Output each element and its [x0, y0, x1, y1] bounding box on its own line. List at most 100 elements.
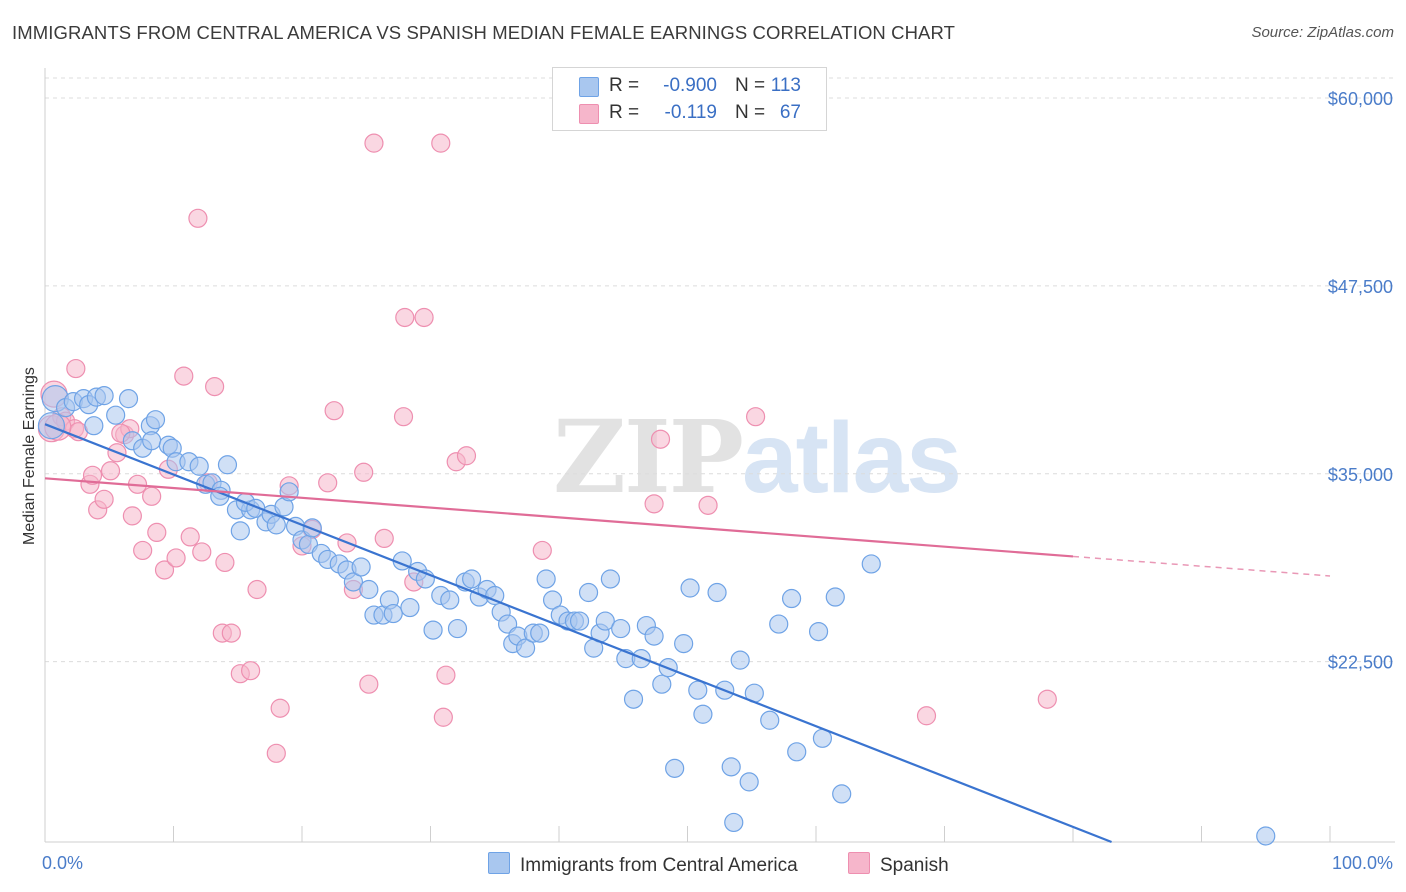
point-spanish: [247, 579, 267, 600]
point-central-america: [674, 634, 694, 654]
point-spanish: [188, 208, 208, 228]
point-central-america: [530, 623, 550, 643]
point-central-america: [611, 618, 631, 639]
point-spanish: [324, 401, 344, 421]
point-central-america: [578, 582, 599, 603]
legend-r-label: R =: [609, 102, 640, 123]
point-central-america: [730, 650, 750, 670]
y-tick-label: $60,000: [1328, 89, 1393, 109]
point-spanish: [122, 506, 142, 526]
point-spanish: [180, 527, 200, 547]
point-central-america: [542, 590, 563, 610]
point-central-america: [536, 569, 556, 589]
legend-swatch-spanish: [579, 104, 599, 124]
point-spanish: [644, 494, 664, 514]
tick-labels: $22,500 $35,000 $47,500 $60,000 0.0% 100.0%: [42, 89, 1393, 873]
point-central-america: [693, 704, 713, 724]
point-central-america: [142, 431, 162, 451]
point-central-america: [595, 611, 615, 631]
point-spanish: [364, 133, 384, 153]
point-spanish: [354, 462, 374, 482]
point-spanish: [1037, 689, 1057, 709]
bottom-legend-label: Spanish: [880, 855, 949, 876]
point-spanish: [456, 446, 477, 466]
trend-line-spanish-extension: [1072, 555, 1331, 577]
x-tick-label: 0.0%: [42, 853, 83, 873]
point-spanish: [166, 548, 186, 568]
point-spanish: [147, 522, 167, 543]
legend-n-label: N =: [735, 102, 766, 123]
point-spanish: [205, 377, 225, 397]
legend-n-value: 113: [770, 75, 801, 96]
point-spanish: [154, 560, 175, 580]
bottom-legend-spanish: Spanish: [848, 852, 949, 877]
bottom-legend-swatch-spanish: [848, 852, 870, 874]
point-central-america: [217, 455, 238, 475]
point-central-america: [84, 416, 104, 436]
point-central-america: [351, 557, 371, 577]
point-spanish: [270, 698, 290, 718]
point-spanish: [374, 528, 394, 549]
legend-r-label: R =: [609, 75, 640, 96]
chart-title: IMMIGRANTS FROM CENTRAL AMERICA VS SPANI…: [12, 22, 956, 43]
point-central-america: [721, 757, 741, 777]
point-central-america: [383, 603, 403, 624]
data-points: [37, 98, 1276, 846]
grid-lines: [45, 77, 1395, 663]
point-central-america: [644, 626, 664, 646]
point-central-america: [665, 758, 685, 778]
point-spanish: [241, 661, 261, 681]
point-central-america: [440, 590, 460, 610]
point-central-america: [623, 689, 644, 709]
point-central-america: [688, 680, 708, 700]
point-spanish: [650, 429, 671, 449]
bottom-legend-label: Immigrants from Central America: [520, 855, 798, 876]
point-central-america: [769, 614, 789, 634]
point-spanish: [414, 307, 434, 328]
y-tick-label: $35,000: [1328, 465, 1393, 485]
legend-r-value: -0.900: [663, 75, 717, 96]
point-central-america: [423, 620, 443, 640]
point-central-america: [106, 405, 126, 425]
point-spanish: [66, 358, 86, 379]
trend-lines: [44, 423, 1331, 844]
point-central-america: [94, 386, 114, 406]
point-central-america: [600, 569, 621, 589]
point-central-america: [118, 389, 139, 409]
legend-n-value: 67: [779, 102, 801, 123]
point-central-america: [462, 569, 482, 589]
point-central-america: [781, 588, 802, 609]
point-central-america: [485, 585, 505, 606]
axes: [44, 68, 1395, 843]
legend-row-central-america: R = -0.900 N = 113: [553, 72, 826, 100]
point-central-america: [343, 572, 363, 592]
point-spanish: [359, 674, 379, 694]
point-spanish: [142, 486, 162, 506]
trend-line-central-america: [44, 423, 1112, 844]
correlation-legend: R = -0.900 N = 113 R = -0.119 N = 67: [552, 67, 827, 131]
point-central-america: [515, 638, 536, 658]
y-tick-label: $47,500: [1328, 277, 1393, 297]
legend-swatch-central-america: [579, 77, 599, 97]
point-spanish: [532, 540, 552, 561]
point-spanish: [436, 665, 456, 685]
point-central-america: [230, 521, 250, 541]
point-central-america: [145, 410, 166, 430]
source-label: Source: ZipAtlas.com: [1251, 24, 1394, 41]
legend-r-value: -0.119: [664, 102, 717, 123]
point-central-america: [861, 554, 881, 574]
point-spanish: [221, 623, 241, 643]
point-central-america: [724, 812, 744, 833]
point-central-america: [808, 621, 829, 642]
point-spanish: [393, 407, 414, 427]
point-spanish: [133, 540, 153, 561]
point-central-america: [760, 710, 780, 730]
y-tick-label: $22,500: [1328, 653, 1393, 673]
point-central-america: [832, 784, 852, 804]
point-spanish: [215, 552, 235, 573]
bottom-legend-swatch-central-america: [488, 852, 510, 874]
point-central-america: [787, 742, 807, 762]
point-spanish: [192, 542, 212, 562]
point-spanish: [698, 495, 718, 515]
point-spanish: [174, 366, 194, 386]
